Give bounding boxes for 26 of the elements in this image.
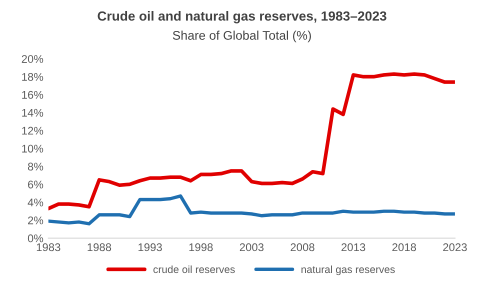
x-tick-label: 2023 (443, 243, 467, 252)
line-series (48, 194, 455, 226)
x-tick-label: 1988 (88, 243, 112, 252)
legend-label: crude oil reserves (153, 265, 235, 274)
y-tick-label: 4% (28, 198, 44, 206)
x-tick-label: 1983 (36, 243, 60, 252)
x-tick-label: 2013 (342, 243, 366, 252)
chart-subtitle: Share of Global Total (%) (172, 30, 311, 42)
line-series (48, 72, 455, 210)
x-tick-label: 2018 (392, 243, 416, 252)
y-tick-label: 10% (22, 144, 44, 153)
legend-label: natural gas reserves (302, 265, 395, 276)
y-tick-label: 8% (28, 162, 44, 171)
chart-title: Crude oil and natural gas reserves, 1983–2023 (98, 11, 386, 24)
y-tick-label: 16% (22, 90, 44, 99)
y-tick-label: 2% (28, 216, 44, 224)
y-tick-label: 6% (28, 180, 44, 188)
x-tick-label: 1998 (189, 243, 213, 252)
y-tick-label: 20% (22, 55, 44, 63)
x-tick-label: 1993 (138, 243, 162, 252)
y-tick-label: 18% (22, 73, 44, 81)
x-tick-label: 2003 (240, 243, 264, 252)
y-tick-label: 14% (22, 108, 44, 117)
y-tick-label: 12% (22, 126, 44, 135)
x-tick-label: 2008 (290, 243, 314, 252)
y-tick-label: 0% (28, 234, 44, 242)
